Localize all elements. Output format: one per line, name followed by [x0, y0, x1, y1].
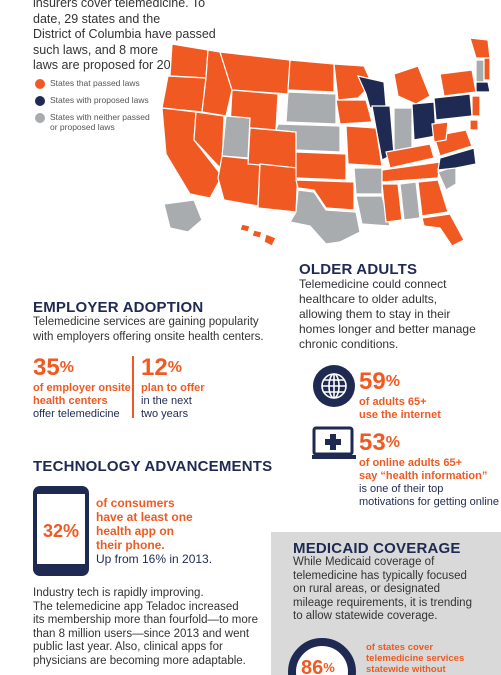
state-vermont — [475, 59, 485, 83]
state-south-dakota — [285, 91, 337, 125]
stat-divider — [132, 356, 134, 418]
employer-adoption-title: EMPLOYER ADOPTION — [33, 299, 204, 316]
older-adults-text: Telemedicine could connect healthcare to… — [299, 277, 476, 351]
state-maryland — [469, 119, 479, 131]
grey-dot-icon — [35, 113, 45, 123]
intro-line: insurers cover telemedicine. To date, 29… — [33, 0, 206, 26]
medicaid-stat: 86% — [301, 657, 335, 675]
state-alaska — [163, 199, 203, 233]
legend-item-proposed: States with proposed laws — [35, 95, 155, 106]
state-kansas — [295, 151, 347, 181]
employer-stat-35: 35% — [33, 354, 74, 381]
state-north-carolina — [437, 147, 477, 171]
legend-item-passed: States that passed laws — [35, 78, 155, 89]
navy-dot-icon — [35, 96, 45, 106]
intro-line: District of Columbia have passed such la… — [33, 27, 216, 57]
globe-icon — [313, 365, 355, 407]
map-legend: States that passed laws States with prop… — [35, 78, 155, 138]
state-new-jersey — [471, 95, 481, 117]
orange-dot-icon — [35, 79, 45, 89]
state-nebraska — [275, 123, 341, 153]
state-kentucky — [385, 143, 435, 169]
state-oregon — [161, 75, 207, 113]
intro-line: laws are proposed for 2016. — [33, 58, 188, 72]
us-map — [161, 37, 490, 246]
medicaid-donut — [288, 638, 356, 675]
state-new-york — [439, 69, 477, 97]
medicaid-stat-label: of states cover telemedicine services st… — [366, 642, 465, 675]
older-stat-53-label: of online adults 65+ say “health informa… — [359, 457, 500, 508]
older-adults-title: OLDER ADULTS — [299, 261, 418, 278]
technology-title: TECHNOLOGY ADVANCEMENTS — [33, 458, 273, 475]
legend-label: States with proposed laws — [50, 95, 149, 105]
phone-stat: 32% — [42, 521, 80, 541]
state-washington — [169, 43, 209, 79]
phone-screen — [37, 494, 85, 564]
state-utah — [221, 115, 251, 159]
state-arkansas — [353, 167, 383, 195]
legend-item-neither: States with neither passed or proposed la… — [35, 112, 155, 132]
medicaid-text: While Medicaid coverage of telemedicine … — [293, 556, 472, 622]
state-massachusetts — [475, 81, 490, 93]
employer-stat-12: 12% — [141, 354, 182, 381]
technology-text: Industry tech is rapidly improving. The … — [33, 587, 258, 667]
state-georgia — [417, 179, 449, 217]
medicaid-title: MEDICAID COVERAGE — [293, 540, 461, 557]
older-stat-53: 53% — [359, 429, 400, 456]
state-iowa — [335, 99, 373, 125]
state-florida — [421, 213, 465, 246]
state-texas — [289, 189, 361, 245]
state-michigan — [393, 65, 431, 105]
technology-stat-label: of consumers have at least one health ap… — [96, 496, 213, 566]
legend-label: States with neither passed or proposed la… — [50, 112, 150, 132]
state-missouri — [345, 125, 383, 167]
older-stat-59: 59% — [359, 368, 400, 395]
employer-stat-12-label: plan to offer in the next two years — [141, 382, 205, 420]
employer-adoption-text: Telemedicine services are gaining popula… — [33, 316, 264, 343]
employer-stat-35-label: of employer onsite health centers offer … — [33, 382, 131, 420]
state-maine — [469, 37, 490, 59]
state-new-hampshire — [483, 57, 490, 81]
state-indiana — [393, 107, 413, 153]
state-pennsylvania — [433, 93, 473, 121]
state-new-mexico — [257, 163, 299, 213]
phone-icon: 32% — [33, 486, 89, 576]
state-louisiana — [355, 195, 391, 227]
state-tennessee — [381, 161, 441, 183]
state-alabama — [399, 181, 421, 221]
state-mississippi — [381, 183, 403, 223]
state-west-virginia — [431, 121, 449, 143]
monitor-health-icon — [312, 426, 356, 459]
state-oklahoma — [295, 179, 355, 211]
older-stat-59-label: of adults 65+ use the internet — [359, 396, 441, 421]
legend-label: States that passed laws — [50, 78, 140, 88]
state-colorado — [247, 127, 297, 169]
state-ohio — [411, 101, 437, 141]
state-hawaii — [239, 223, 277, 246]
intro-text: insurers cover telemedicine. To date, 29… — [33, 0, 233, 74]
state-north-dakota — [287, 59, 335, 93]
